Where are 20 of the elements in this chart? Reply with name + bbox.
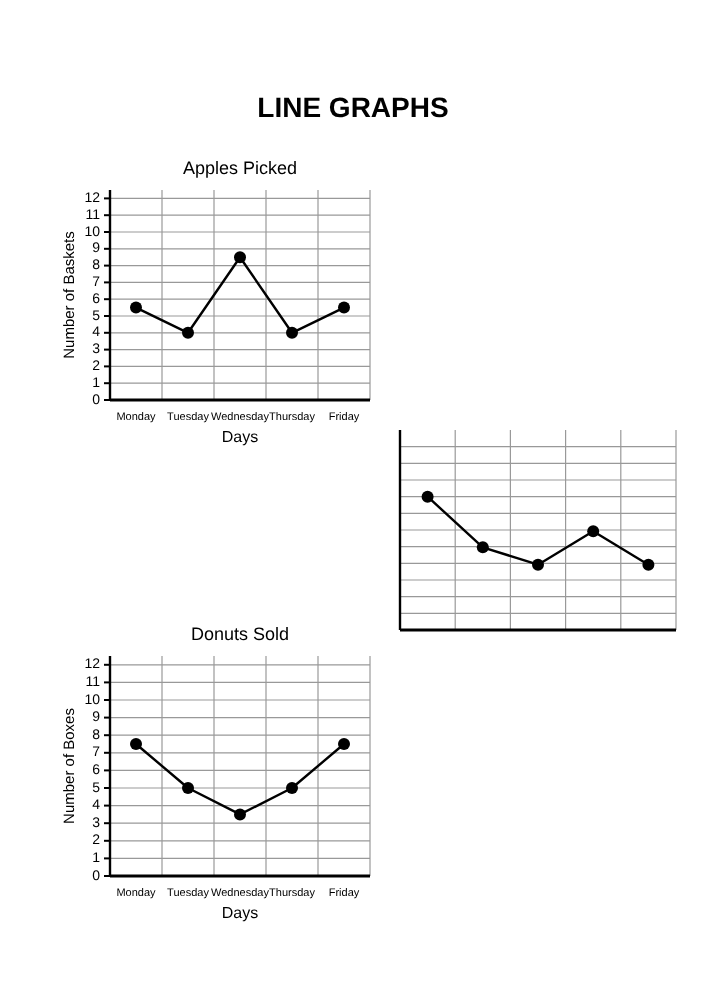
- point: [234, 808, 246, 821]
- point: [587, 525, 600, 538]
- x-axis-title: Days: [221, 428, 259, 446]
- chart-title: Apples Picked: [182, 158, 298, 178]
- point: [642, 558, 655, 571]
- point: [532, 558, 544, 571]
- point: [286, 782, 298, 794]
- point: [130, 738, 142, 750]
- text: LINE GRAPHS: [257, 91, 449, 124]
- point: [130, 301, 142, 314]
- point: [476, 541, 489, 554]
- chart-title: Donuts Sold: [190, 624, 290, 644]
- point: [338, 301, 350, 314]
- point: [286, 326, 298, 339]
- point: [182, 326, 194, 339]
- point: [182, 782, 194, 794]
- x-axis-title: Days: [221, 904, 259, 922]
- point: [421, 490, 434, 503]
- point: [234, 251, 246, 264]
- point: [338, 738, 350, 750]
